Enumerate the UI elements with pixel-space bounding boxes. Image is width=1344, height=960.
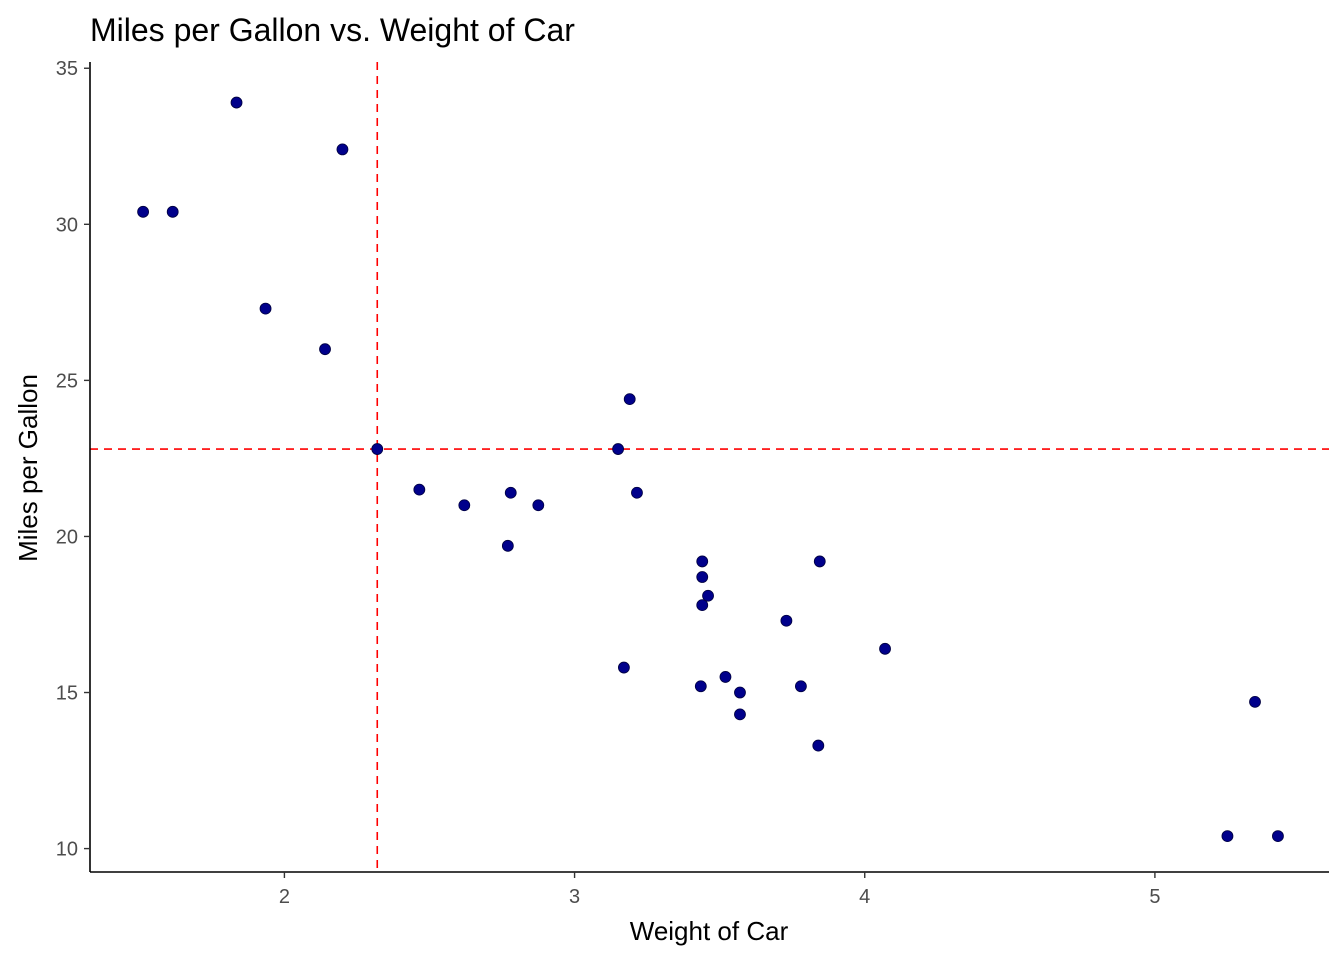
x-axis-ticks: 2 3 4 5 bbox=[279, 872, 1160, 908]
reference-lines bbox=[90, 62, 1329, 872]
data-point bbox=[879, 642, 891, 655]
y-axis-ticks: 10 15 20 25 30 35 bbox=[56, 58, 90, 861]
x-tick-label: 3 bbox=[569, 886, 580, 908]
data-point bbox=[795, 680, 807, 693]
data-point bbox=[694, 680, 707, 693]
data-point bbox=[623, 393, 636, 406]
data-point bbox=[719, 671, 732, 683]
data-point bbox=[501, 539, 514, 552]
y-tick-label: 10 bbox=[56, 839, 78, 861]
y-tick-label: 15 bbox=[56, 683, 78, 705]
data-point bbox=[166, 205, 179, 218]
data-points bbox=[137, 96, 1284, 843]
x-tick-label: 5 bbox=[1149, 886, 1160, 908]
data-point bbox=[696, 599, 709, 612]
data-point bbox=[336, 143, 349, 156]
x-tick-label: 2 bbox=[279, 886, 290, 908]
data-point bbox=[734, 686, 746, 699]
data-point bbox=[504, 486, 517, 499]
data-point bbox=[230, 96, 243, 109]
data-point bbox=[1249, 695, 1261, 708]
data-point bbox=[812, 739, 825, 752]
x-axis-title: Weight of Car bbox=[630, 916, 789, 946]
data-point bbox=[1221, 830, 1234, 843]
y-tick-label: 30 bbox=[56, 214, 78, 236]
data-point bbox=[618, 661, 630, 674]
data-point bbox=[319, 343, 331, 356]
y-tick-label: 25 bbox=[56, 370, 78, 392]
y-tick-label: 35 bbox=[56, 58, 78, 80]
data-point bbox=[631, 486, 643, 499]
data-point bbox=[413, 483, 426, 496]
data-point bbox=[137, 205, 150, 218]
data-point bbox=[813, 555, 826, 568]
data-point bbox=[1272, 830, 1284, 843]
data-point bbox=[734, 708, 746, 721]
data-point bbox=[696, 571, 709, 583]
data-point bbox=[259, 302, 272, 315]
chart-title: Miles per Gallon vs. Weight of Car bbox=[90, 12, 575, 48]
y-tick-label: 20 bbox=[56, 526, 78, 548]
data-point bbox=[702, 589, 714, 602]
y-axis-title: Miles per Gallon bbox=[13, 374, 43, 562]
data-point bbox=[780, 614, 793, 627]
data-point bbox=[612, 443, 624, 455]
data-point bbox=[696, 555, 709, 568]
data-point bbox=[458, 499, 471, 512]
x-tick-label: 4 bbox=[859, 886, 870, 908]
data-point bbox=[371, 443, 384, 455]
data-point bbox=[532, 499, 545, 512]
